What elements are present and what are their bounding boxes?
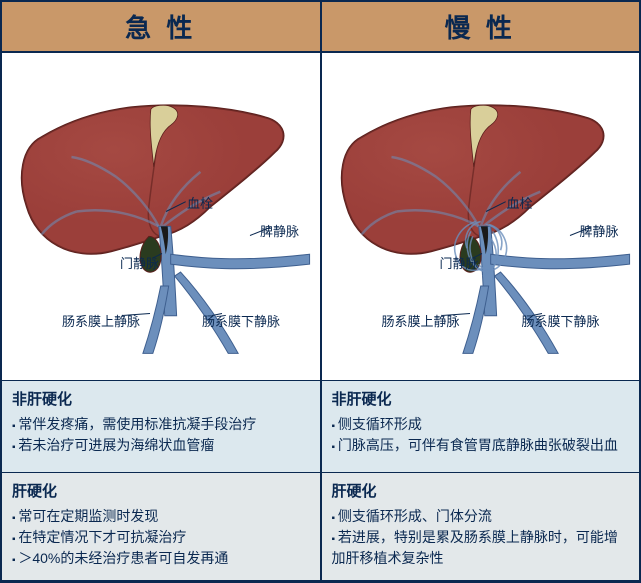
box-acute-0: 非肝硬化常伴发疼痛，需使用标准抗凝手段治疗若未治疗可进展为海绵状血管瘤 <box>2 381 320 473</box>
label-portal_vein: 门静脉 <box>440 253 479 272</box>
box-list: 常伴发疼痛，需使用标准抗凝手段治疗若未治疗可进展为海绵状血管瘤 <box>12 414 310 456</box>
label-splenic_vein: 脾静脉 <box>260 221 299 240</box>
label-imv: 肠系膜下静脉 <box>522 311 600 330</box>
header-acute: 急 性 <box>2 2 320 53</box>
label-thrombus: 血栓 <box>187 193 213 212</box>
diagram-chronic: 血栓脾静脉门静脉肠系膜上静脉 肠系膜下静脉 <box>322 53 640 381</box>
label-thrombus: 血栓 <box>507 193 533 212</box>
box-list-item: 若未治疗可进展为海绵状血管瘤 <box>12 435 310 456</box>
box-list-item: 门脉高压，可伴有食管胃底静脉曲张破裂出血 <box>332 435 630 456</box>
box-acute-1: 肝硬化常可在定期监测时发现在特定情况下才可抗凝治疗＞40%的未经治疗患者可自发再… <box>2 473 320 581</box>
box-list-item: ＞40%的未经治疗患者可自发再通 <box>12 548 310 569</box>
box-chronic-1: 肝硬化侧支循环形成、门体分流若进展，特别是累及肠系膜上静脉时，可能增加肝移植术复… <box>322 473 640 581</box>
diagram-acute: 血栓脾静脉门静脉肠系膜上静脉 肠系膜下静脉 <box>2 53 320 381</box>
box-list-item: 在特定情况下才可抗凝治疗 <box>12 527 310 548</box>
box-title: 非肝硬化 <box>12 389 310 412</box>
label-imv: 肠系膜下静脉 <box>202 311 280 330</box>
box-title: 肝硬化 <box>12 481 310 504</box>
box-list: 侧支循环形成门脉高压，可伴有食管胃底静脉曲张破裂出血 <box>332 414 630 456</box>
column-acute: 急 性 血栓脾静脉门静脉肠系膜上静脉 肠系膜下静脉非肝硬化常伴发疼痛，需使用标准抗… <box>2 2 322 581</box>
label-portal_vein: 门静脉 <box>120 253 159 272</box>
box-list: 常可在定期监测时发现在特定情况下才可抗凝治疗＞40%的未经治疗患者可自发再通 <box>12 506 310 569</box>
liver-diagram <box>322 53 640 380</box>
liver-diagram <box>2 53 320 380</box>
box-chronic-0: 非肝硬化侧支循环形成门脉高压，可伴有食管胃底静脉曲张破裂出血 <box>322 381 640 473</box>
box-list-item: 侧支循环形成 <box>332 414 630 435</box>
box-title: 非肝硬化 <box>332 389 630 412</box>
label-smv: 肠系膜上静脉 <box>62 311 140 330</box>
label-splenic_vein: 脾静脉 <box>580 221 619 240</box>
column-chronic: 慢 性 血栓脾静脉门静脉肠系膜上静脉 肠系膜下静脉非肝硬化侧支循环形成门脉高压，可… <box>322 2 640 581</box>
box-list-item: 常可在定期监测时发现 <box>12 506 310 527</box>
box-list-item: 侧支循环形成、门体分流 <box>332 506 630 527</box>
box-list-item: 若进展，特别是累及肠系膜上静脉时，可能增加肝移植术复杂性 <box>332 527 630 569</box>
label-smv: 肠系膜上静脉 <box>382 311 460 330</box>
box-title: 肝硬化 <box>332 481 630 504</box>
box-list-item: 常伴发疼痛，需使用标准抗凝手段治疗 <box>12 414 310 435</box>
header-chronic: 慢 性 <box>322 2 640 53</box>
box-list: 侧支循环形成、门体分流若进展，特别是累及肠系膜上静脉时，可能增加肝移植术复杂性 <box>332 506 630 569</box>
